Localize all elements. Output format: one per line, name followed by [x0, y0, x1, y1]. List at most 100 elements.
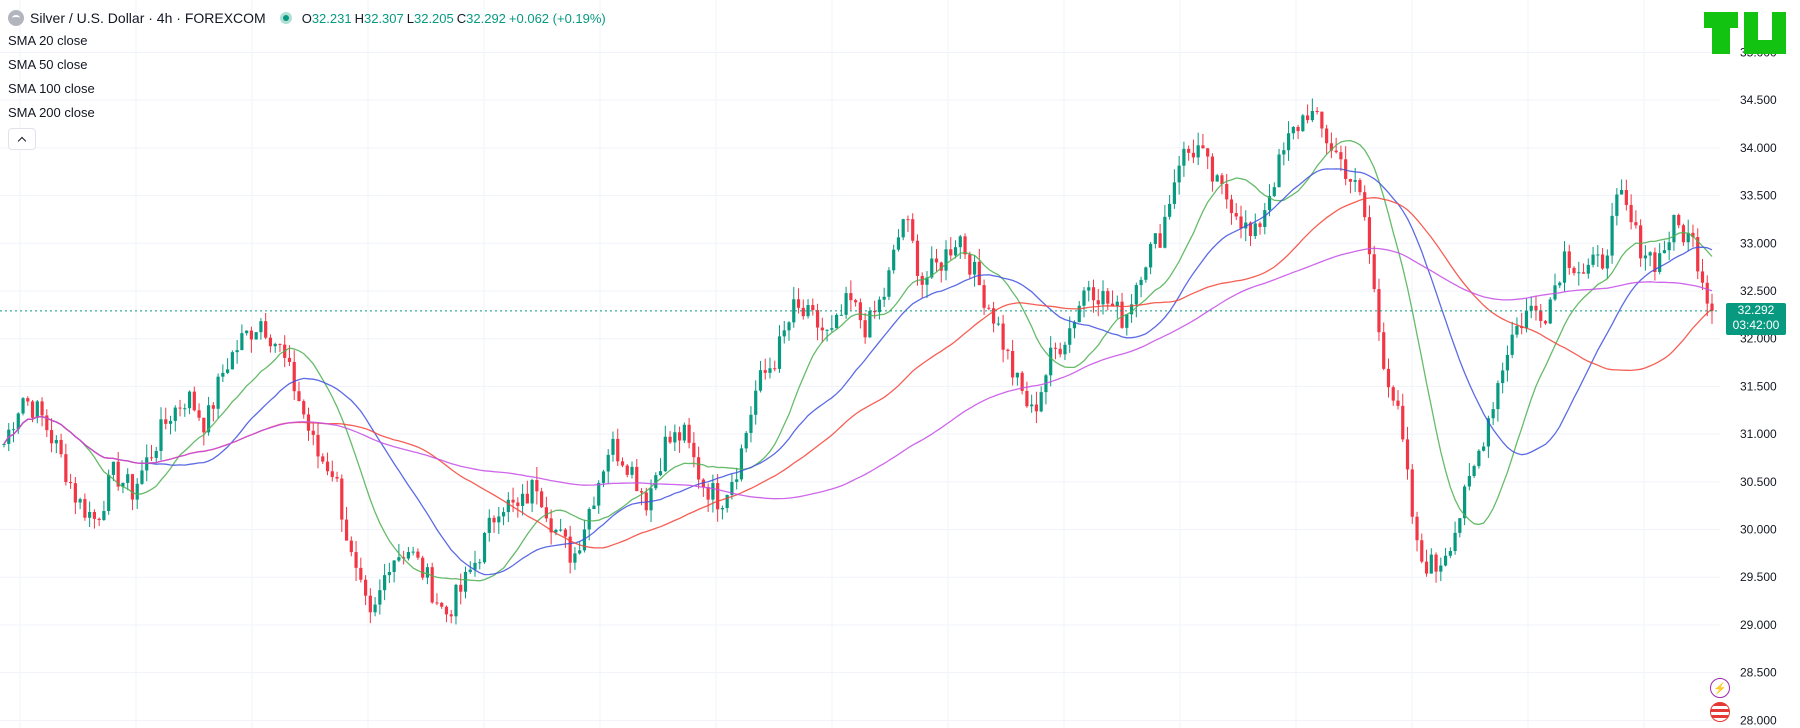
candle-body [1248, 222, 1253, 237]
candle-body [302, 401, 306, 415]
candle-body [487, 517, 491, 533]
candle-body [1296, 126, 1300, 132]
candle-body [1482, 446, 1486, 451]
candle-body [473, 562, 477, 570]
candle-body [777, 336, 782, 369]
candle-body [763, 370, 767, 373]
y-tick-label: 34.500 [1740, 93, 1777, 107]
candle-body [706, 487, 710, 500]
candle-body [468, 569, 472, 572]
candle-body [1643, 255, 1647, 259]
lightning-icon[interactable]: ⚡ [1710, 678, 1730, 698]
candle-body [554, 529, 558, 533]
candle-body [625, 465, 629, 475]
candle-body [1096, 300, 1100, 305]
candle-body [635, 466, 639, 492]
candle-body [221, 372, 225, 377]
candle-body [121, 482, 125, 487]
candle-body [1415, 516, 1419, 541]
us-flag-icon[interactable] [1710, 702, 1730, 722]
candle-body [982, 285, 986, 308]
candle-body [749, 414, 753, 433]
ohlc-high: H32.307 [354, 10, 404, 26]
candle-body [1339, 152, 1343, 160]
candle-body [1624, 190, 1628, 205]
ohlc-open: O32.231 [301, 10, 352, 26]
candle-body [387, 571, 391, 576]
candle-body [321, 456, 325, 462]
candle-body [1543, 320, 1548, 324]
candle-body [1405, 439, 1410, 470]
candle-body [896, 237, 901, 250]
candle-body [1605, 255, 1609, 269]
indicator-sma200[interactable]: SMA 200 close [8, 104, 95, 120]
candle-body [930, 258, 934, 278]
indicator-sma100[interactable]: SMA 100 close [8, 80, 95, 96]
candle-body [235, 350, 239, 353]
candle-body [159, 419, 163, 451]
candle-body [616, 438, 620, 462]
collapse-legend-button[interactable] [8, 128, 36, 150]
indicator-sma50[interactable]: SMA 50 close [8, 56, 88, 72]
candle-body [1101, 291, 1105, 305]
candle-body [16, 413, 20, 430]
candle-body [435, 602, 439, 604]
candle-body [1058, 348, 1062, 355]
candle-body [73, 483, 77, 503]
candle-body [934, 258, 939, 263]
last-price: 32.292 [1737, 302, 1775, 317]
candle-body [873, 310, 877, 313]
candle-body [211, 405, 215, 409]
candle-body [1148, 243, 1153, 268]
sma50-line [3, 168, 1713, 576]
candle-body [668, 436, 672, 443]
candle-body [311, 430, 315, 435]
candle-body [1524, 310, 1529, 329]
candle-body [287, 357, 292, 363]
candle-body [111, 461, 116, 475]
indicator-sma20[interactable]: SMA 20 close [8, 32, 88, 48]
candle-body [1310, 111, 1314, 121]
candle-body [492, 517, 496, 523]
candle-body [335, 476, 339, 479]
candle-body [711, 483, 715, 500]
candle-body [126, 474, 130, 483]
candle-body [601, 471, 606, 483]
candle-body [1505, 354, 1510, 371]
candle-body [1367, 217, 1372, 255]
candle-body [1648, 252, 1652, 256]
candle-body [1315, 111, 1319, 113]
candle-body [925, 277, 929, 285]
candle-body [830, 328, 834, 330]
candle-body [1391, 387, 1395, 401]
candle-body [1496, 383, 1500, 410]
candle-body [582, 529, 587, 551]
candle-body [373, 604, 377, 613]
candle-body [245, 330, 249, 334]
candle-body [592, 505, 596, 510]
candle-body [1039, 392, 1043, 412]
candle-body [630, 466, 634, 475]
candle-body [1272, 187, 1276, 197]
candle-body [421, 557, 425, 578]
y-tick-label: 29.000 [1740, 618, 1777, 632]
candle-body [368, 595, 372, 613]
candle-body [773, 368, 777, 370]
candle-body [1401, 405, 1405, 440]
candle-body [1163, 216, 1167, 248]
y-tick-label: 28.500 [1740, 666, 1777, 680]
candle-body [820, 327, 824, 331]
candle-body [1282, 150, 1286, 155]
candle-body [130, 474, 135, 500]
candle-body [1577, 272, 1581, 274]
candle-body [1572, 267, 1576, 274]
candle-body [1486, 418, 1490, 447]
candle-body [682, 424, 686, 441]
candle-body [549, 518, 553, 533]
candle-body [140, 470, 144, 484]
candle-body [1239, 216, 1243, 229]
candle-body [868, 310, 872, 338]
candle-body [69, 482, 73, 484]
symbol-header[interactable]: Silver / U.S. Dollar · 4h · FOREXCOM O32… [8, 8, 606, 28]
